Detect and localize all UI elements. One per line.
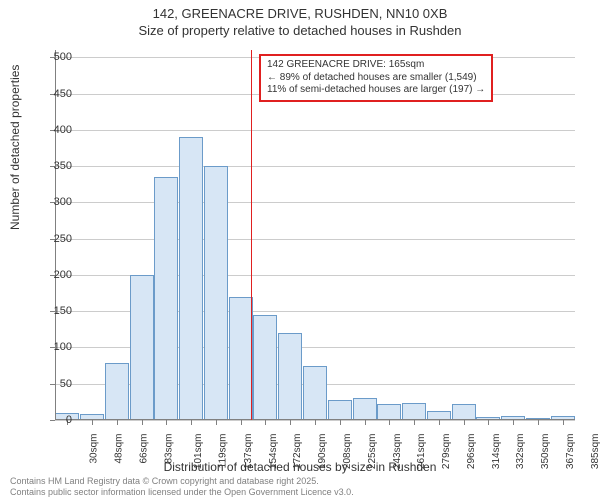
x-tick-mark [340,420,341,425]
x-tick-label: 30sqm [89,434,100,464]
x-tick-label: 48sqm [114,434,125,464]
histogram-bar [179,137,203,420]
x-tick-mark [191,420,192,425]
x-tick-mark [117,420,118,425]
y-tick-label: 300 [54,196,72,208]
y-tick-label: 400 [54,124,72,136]
footer-line1: Contains HM Land Registry data © Crown c… [10,476,354,487]
annotation-line2: ← 89% of detached houses are smaller (1,… [267,72,485,85]
chart-title-line2: Size of property relative to detached ho… [0,23,600,40]
x-tick-label: 83sqm [163,434,174,464]
chart-title-line1: 142, GREENACRE DRIVE, RUSHDEN, NN10 0XB [0,6,600,23]
annotation-line3: 11% of semi-detached houses are larger (… [267,84,485,97]
annotation-line1: 142 GREENACRE DRIVE: 165sqm [267,59,485,72]
x-tick-mark [389,420,390,425]
x-tick-label: 66sqm [138,434,149,464]
y-tick-label: 100 [54,341,72,353]
annotation-box: 142 GREENACRE DRIVE: 165sqm ← 89% of det… [259,54,493,102]
property-marker-line [251,50,253,420]
histogram-bar [328,400,352,420]
x-tick-mark [439,420,440,425]
x-tick-mark [538,420,539,425]
gridline [55,166,575,167]
y-tick-label: 200 [54,269,72,281]
y-tick-label: 450 [54,88,72,100]
y-tick-label: 350 [54,160,72,172]
gridline [55,239,575,240]
gridline [55,202,575,203]
histogram-bar [452,404,476,420]
histogram-bar [253,315,277,420]
histogram-bar [105,363,129,420]
y-tick-mark [50,420,55,421]
x-tick-mark [488,420,489,425]
histogram-bar [154,177,178,420]
footer-line2: Contains public sector information licen… [10,487,354,498]
x-tick-mark [290,420,291,425]
x-axis-label: Distribution of detached houses by size … [0,460,600,474]
gridline [55,130,575,131]
histogram-bar [377,404,401,420]
x-tick-mark [142,420,143,425]
y-tick-label: 250 [54,233,72,245]
x-tick-mark [166,420,167,425]
histogram-bar [402,403,426,420]
plot-area: 142 GREENACRE DRIVE: 165sqm ← 89% of det… [55,50,575,420]
histogram-bar [229,297,253,420]
x-tick-mark [216,420,217,425]
y-tick-label: 150 [54,305,72,317]
x-tick-mark [414,420,415,425]
x-tick-mark [513,420,514,425]
histogram-bar [130,275,154,420]
histogram-bar [353,398,377,420]
x-tick-mark [365,420,366,425]
x-tick-mark [563,420,564,425]
x-tick-mark [265,420,266,425]
y-tick-label: 0 [66,414,72,426]
histogram-bar [204,166,228,420]
histogram-bar [278,333,302,420]
x-tick-mark [464,420,465,425]
histogram-bar [303,366,327,420]
x-tick-mark [241,420,242,425]
property-size-histogram: 142, GREENACRE DRIVE, RUSHDEN, NN10 0XB … [0,0,600,500]
x-tick-mark [315,420,316,425]
y-tick-label: 500 [54,51,72,63]
x-tick-mark [92,420,93,425]
y-axis-label: Number of detached properties [8,65,22,230]
attribution-footer: Contains HM Land Registry data © Crown c… [10,476,354,498]
y-tick-label: 50 [60,378,72,390]
